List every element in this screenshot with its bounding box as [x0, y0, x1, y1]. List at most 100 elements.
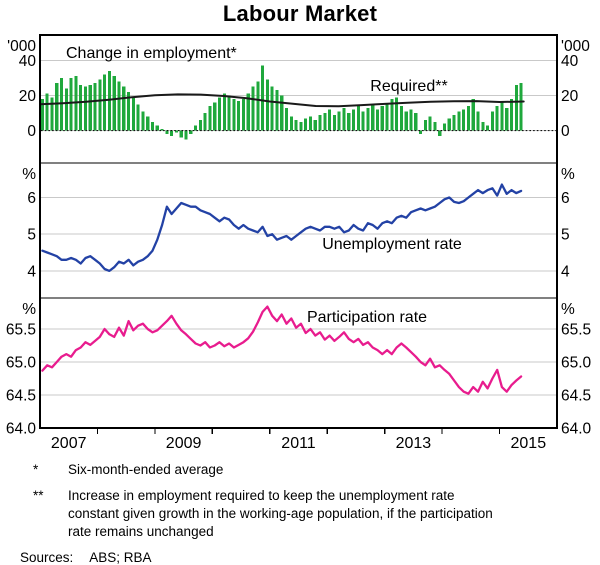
employment-bar	[93, 83, 97, 131]
employment-bar	[179, 130, 183, 138]
chart-title: Labour Market	[222, 1, 378, 26]
footnote-2-line: Increase in employment required to keep …	[68, 488, 455, 503]
employment-bar	[232, 99, 236, 131]
employment-bar	[275, 90, 279, 131]
employment-bar	[198, 120, 202, 131]
employment-bar	[122, 86, 126, 131]
y-tick-label: 20	[561, 88, 579, 105]
unemployment-rate-series-label: Unemployment rate	[322, 236, 462, 253]
employment-bar	[347, 113, 351, 131]
employment-bar	[261, 65, 265, 131]
employment-bar	[371, 104, 375, 131]
employment-bar	[313, 120, 317, 131]
employment-bar	[165, 130, 169, 135]
employment-bar	[246, 93, 250, 131]
y-tick-label: 40	[19, 53, 37, 70]
employment-bar	[447, 118, 451, 131]
employment-bar	[270, 86, 274, 131]
employment-bar	[361, 111, 365, 131]
employment-bar	[213, 102, 217, 131]
y-tick-label: 65.5	[561, 322, 591, 339]
employment-bar	[404, 111, 408, 131]
y-tick-label: 64.0	[561, 421, 592, 438]
employment-bar	[380, 106, 384, 131]
employment-bar	[471, 99, 475, 131]
employment-bar	[83, 86, 88, 131]
employment-bar	[237, 100, 241, 131]
employment-bar	[352, 109, 356, 131]
y-tick-label: 0	[27, 123, 36, 140]
employment-bar	[222, 93, 226, 131]
y-tick-label: 5	[27, 227, 36, 244]
sources-line: Sources: ABS; RBA	[20, 549, 600, 565]
y-axis-unit-label: '000	[561, 38, 590, 55]
employment-bar	[45, 93, 49, 131]
employment-bar	[284, 107, 289, 131]
employment-bar	[256, 81, 260, 131]
employment-bar	[280, 95, 284, 131]
y-tick-label: 20	[19, 88, 37, 105]
sources-label: Sources:	[20, 550, 74, 565]
x-tick-label: 2009	[166, 435, 202, 452]
employment-bar	[203, 113, 207, 131]
employment-bar	[337, 111, 341, 131]
footnote-2: ** Increase in employment required to ke…	[20, 487, 600, 541]
employment-bar	[323, 113, 327, 131]
employment-bar	[227, 95, 231, 131]
employment-bar	[136, 104, 140, 131]
employment-bar	[509, 99, 514, 131]
employment-bar	[98, 79, 102, 131]
employment-bar	[356, 106, 360, 131]
employment-bar	[519, 83, 523, 131]
x-tick-label: 2011	[281, 435, 316, 452]
y-axis-unit-label: %	[561, 166, 575, 183]
y-tick-label: 6	[561, 190, 570, 207]
employment-bar	[505, 107, 509, 131]
employment-bar	[308, 116, 313, 131]
employment-bar	[486, 125, 490, 131]
employment-bar	[476, 111, 480, 131]
employment-bar	[208, 106, 212, 131]
employment-bar	[419, 130, 423, 135]
employment-bar	[490, 111, 494, 131]
employment-bar	[146, 116, 150, 131]
employment-bar	[366, 107, 370, 131]
employment-bar	[428, 116, 432, 131]
employment-bar	[304, 118, 308, 131]
employment-bar	[433, 121, 437, 131]
employment-bar	[318, 114, 322, 131]
employment-bar	[452, 114, 456, 131]
required-line	[39, 93, 525, 108]
employment-bar	[514, 84, 518, 131]
footnote-2-line: constant given growth in the working-age…	[68, 506, 493, 521]
footnote-1: * Six-month-ended average	[20, 461, 600, 479]
labour-market-chart: Required** Change in employment* 0 0 20 20 40 4…	[6, 34, 592, 452]
employment-bar	[131, 97, 135, 131]
employment-bar	[69, 77, 73, 131]
employment-bar	[170, 130, 174, 136]
employment-bar	[194, 125, 198, 131]
employment-bar	[375, 109, 380, 131]
y-axis-unit-label: '000	[7, 38, 36, 55]
employment-bar	[495, 106, 499, 131]
employment-bar	[299, 121, 303, 131]
employment-bar	[438, 130, 442, 136]
employment-bar	[155, 125, 159, 131]
employment-bar	[294, 120, 298, 131]
employment-bar	[241, 99, 245, 131]
employment-bar	[481, 121, 485, 131]
footnote-2-text: Increase in employment required to keep …	[68, 487, 568, 541]
y-tick-label: 4	[561, 263, 570, 280]
y-tick-label: 64.0	[6, 421, 37, 438]
employment-bar	[265, 79, 269, 131]
employment-bar	[395, 97, 399, 131]
y-tick-label: 4	[27, 263, 36, 280]
employment-bar	[79, 84, 83, 131]
footnote-1-text: Six-month-ended average	[68, 461, 568, 479]
employment-bar	[342, 107, 346, 131]
y-tick-label: 64.5	[6, 388, 36, 405]
employment-bar	[117, 81, 121, 131]
unemployment-rate-line	[41, 183, 523, 273]
footnote-1-line: Six-month-ended average	[68, 462, 224, 477]
employment-bar	[184, 130, 188, 140]
